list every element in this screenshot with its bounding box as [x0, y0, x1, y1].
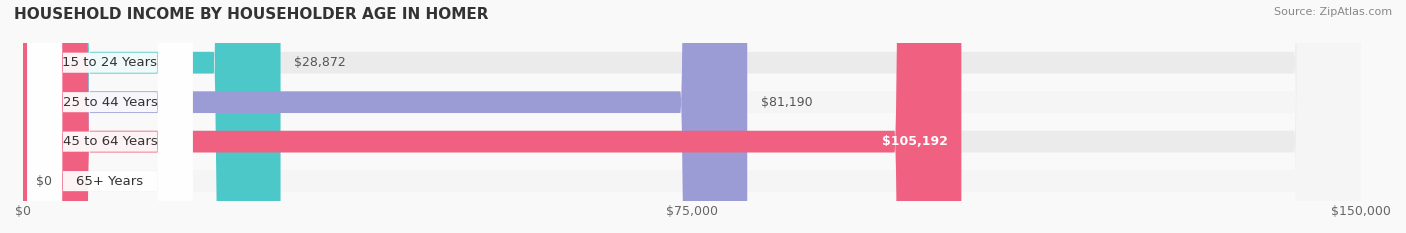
Text: 15 to 24 Years: 15 to 24 Years: [62, 56, 157, 69]
Text: $28,872: $28,872: [294, 56, 346, 69]
FancyBboxPatch shape: [28, 0, 193, 233]
FancyBboxPatch shape: [22, 0, 962, 233]
FancyBboxPatch shape: [28, 0, 193, 233]
Text: $81,190: $81,190: [761, 96, 813, 109]
FancyBboxPatch shape: [22, 0, 281, 233]
Text: 25 to 44 Years: 25 to 44 Years: [62, 96, 157, 109]
FancyBboxPatch shape: [22, 0, 747, 233]
Text: 45 to 64 Years: 45 to 64 Years: [63, 135, 157, 148]
Text: 65+ Years: 65+ Years: [76, 175, 143, 188]
FancyBboxPatch shape: [22, 0, 1361, 233]
Text: $105,192: $105,192: [882, 135, 948, 148]
FancyBboxPatch shape: [22, 0, 1361, 233]
FancyBboxPatch shape: [28, 0, 193, 233]
Text: $0: $0: [37, 175, 52, 188]
FancyBboxPatch shape: [22, 0, 1361, 233]
FancyBboxPatch shape: [22, 0, 1361, 233]
Text: Source: ZipAtlas.com: Source: ZipAtlas.com: [1274, 7, 1392, 17]
FancyBboxPatch shape: [28, 0, 193, 233]
Text: HOUSEHOLD INCOME BY HOUSEHOLDER AGE IN HOMER: HOUSEHOLD INCOME BY HOUSEHOLDER AGE IN H…: [14, 7, 488, 22]
